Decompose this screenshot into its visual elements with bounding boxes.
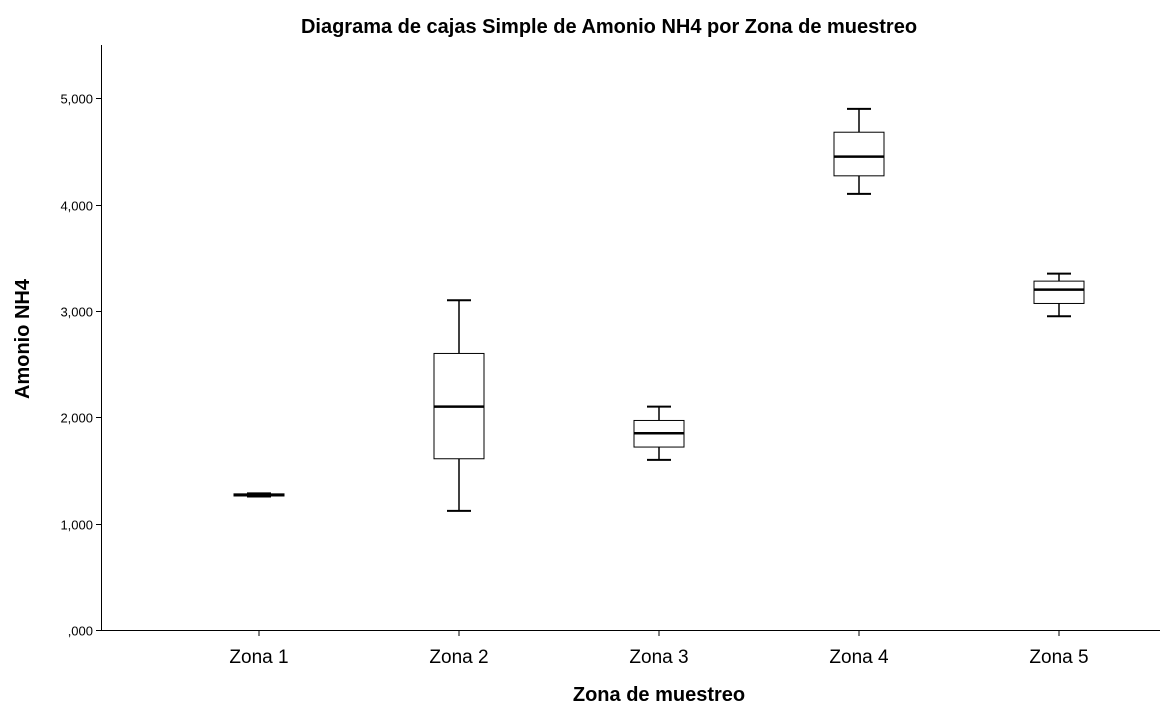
x-tick-label: Zona 1 xyxy=(229,647,288,668)
box-3 xyxy=(633,405,685,461)
y-tick-label: 3,000 xyxy=(60,305,93,320)
x-tick-label: Zona 4 xyxy=(829,647,889,668)
chart-title: Diagrama de cajas Simple de Amonio NH4 p… xyxy=(301,16,917,38)
y-tick-label: 5,000 xyxy=(60,92,93,107)
y-axis-ticks: ,000 1,000 2,000 3,000 4,000 5,000 xyxy=(60,92,101,639)
y-tick-label: ,000 xyxy=(68,624,93,639)
x-tick-label: Zona 2 xyxy=(429,647,488,668)
box-5 xyxy=(1033,272,1085,318)
box-2 xyxy=(433,299,485,512)
y-tick-label: 1,000 xyxy=(60,518,93,533)
x-tick-label: Zona 5 xyxy=(1029,647,1088,668)
x-axis-title: Zona de muestreo xyxy=(573,684,745,706)
box-4 xyxy=(833,107,885,195)
iqr-box xyxy=(833,131,885,177)
iqr-box xyxy=(1033,280,1085,304)
y-tick-label: 4,000 xyxy=(60,199,93,214)
x-tick-label: Zona 3 xyxy=(629,647,688,668)
y-axis-title: Amonio NH4 xyxy=(12,278,34,399)
box-1 xyxy=(233,492,285,498)
y-tick-label: 2,000 xyxy=(60,411,93,426)
x-axis-ticks: Zona 1 Zona 2 Zona 3 Zona 4 Zona 5 xyxy=(229,630,1089,668)
box-series xyxy=(233,107,1085,512)
